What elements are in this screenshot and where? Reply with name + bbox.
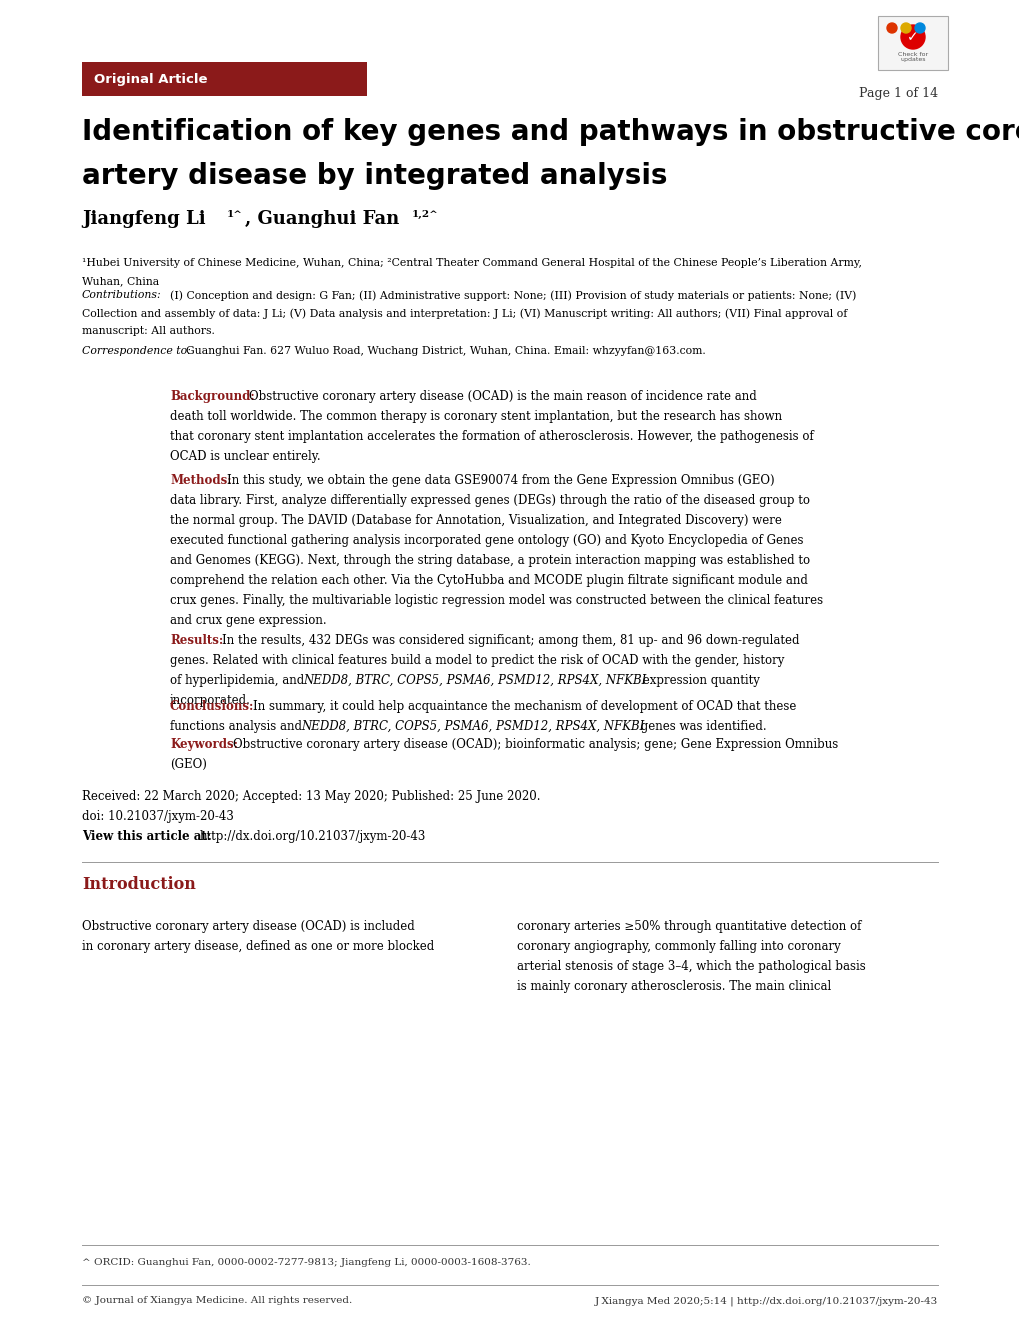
FancyBboxPatch shape [877,16,947,70]
Text: executed functional gathering analysis incorporated gene ontology (GO) and Kyoto: executed functional gathering analysis i… [170,534,803,548]
Text: expression quantity: expression quantity [638,674,759,687]
Text: Guanghui Fan. 627 Wuluo Road, Wuchang District, Wuhan, China. Email: whzyyfan@16: Guanghui Fan. 627 Wuluo Road, Wuchang Di… [185,346,705,355]
Text: in coronary artery disease, defined as one or more blocked: in coronary artery disease, defined as o… [82,940,434,953]
Text: that coronary stent implantation accelerates the formation of atherosclerosis. H: that coronary stent implantation acceler… [170,430,813,443]
Text: incorporated.: incorporated. [170,693,251,707]
Text: , Guanghui Fan: , Guanghui Fan [245,210,398,228]
Text: functions analysis and: functions analysis and [170,720,306,733]
Bar [82,62,367,95]
Text: artery disease by integrated analysis: artery disease by integrated analysis [82,162,666,190]
Text: manuscript: All authors.: manuscript: All authors. [82,326,215,335]
Text: View this article at:: View this article at: [82,830,215,843]
Text: In the results, 432 DEGs was considered significant; among them, 81 up- and 96 d: In the results, 432 DEGs was considered … [222,634,799,647]
Text: 1,2^: 1,2^ [412,210,438,219]
Text: and crux gene expression.: and crux gene expression. [170,614,326,627]
Text: of hyperlipidemia, and: of hyperlipidemia, and [170,674,308,687]
Text: ✓: ✓ [906,30,918,44]
Text: J Xiangya Med 2020;5:14 | http://dx.doi.org/10.21037/jxym-20-43: J Xiangya Med 2020;5:14 | http://dx.doi.… [594,1296,937,1306]
Text: is mainly coronary atherosclerosis. The main clinical: is mainly coronary atherosclerosis. The … [517,980,830,993]
Text: and Genomes (KEGG). Next, through the string database, a protein interaction map: and Genomes (KEGG). Next, through the st… [170,554,809,568]
Text: NEDD8, BTRC, COPS5, PSMA6, PSMD12, RPS4X, NFKBI: NEDD8, BTRC, COPS5, PSMA6, PSMD12, RPS4X… [303,674,646,687]
Text: coronary angiography, commonly falling into coronary: coronary angiography, commonly falling i… [517,940,840,953]
Text: Page 1 of 14: Page 1 of 14 [858,86,937,99]
Text: doi: 10.21037/jxym-20-43: doi: 10.21037/jxym-20-43 [82,810,233,823]
Text: Jiangfeng Li: Jiangfeng Li [82,210,206,228]
Text: ^ ORCID: Guanghui Fan, 0000-0002-7277-9813; Jiangfeng Li, 0000-0003-1608-3763.: ^ ORCID: Guanghui Fan, 0000-0002-7277-98… [82,1258,530,1268]
Text: (I) Conception and design: G Fan; (II) Administrative support: None; (III) Provi: (I) Conception and design: G Fan; (II) A… [170,290,856,301]
Text: Contributions:: Contributions: [82,290,161,300]
Text: In this study, we obtain the gene data GSE90074 from the Gene Expression Omnibus: In this study, we obtain the gene data G… [227,473,773,487]
Circle shape [900,23,910,33]
Text: ¹Hubei University of Chinese Medicine, Wuhan, China; ²Central Theater Command Ge: ¹Hubei University of Chinese Medicine, W… [82,259,861,268]
Circle shape [914,23,924,33]
Text: Wuhan, China: Wuhan, China [82,276,159,286]
Text: genes was identified.: genes was identified. [637,720,766,733]
Text: Received: 22 March 2020; Accepted: 13 May 2020; Published: 25 June 2020.: Received: 22 March 2020; Accepted: 13 Ma… [82,790,540,804]
Text: the normal group. The DAVID (Database for Annotation, Visualization, and Integra: the normal group. The DAVID (Database fo… [170,514,782,526]
Text: death toll worldwide. The common therapy is coronary stent implantation, but the: death toll worldwide. The common therapy… [170,410,782,423]
Text: OCAD is unclear entirely.: OCAD is unclear entirely. [170,450,320,463]
Text: © Journal of Xiangya Medicine. All rights reserved.: © Journal of Xiangya Medicine. All right… [82,1296,352,1305]
Circle shape [887,23,896,33]
Text: http://dx.doi.org/10.21037/jxym-20-43: http://dx.doi.org/10.21037/jxym-20-43 [200,830,426,843]
Text: Check for
updates: Check for updates [897,52,927,62]
Text: Original Article: Original Article [94,73,207,85]
Text: NEDD8, BTRC, COPS5, PSMA6, PSMD12, RPS4X, NFKBI: NEDD8, BTRC, COPS5, PSMA6, PSMD12, RPS4X… [301,720,644,733]
Text: arterial stenosis of stage 3–4, which the pathological basis: arterial stenosis of stage 3–4, which th… [517,960,865,973]
Text: Keywords:: Keywords: [170,739,237,751]
Text: Obstructive coronary artery disease (OCAD) is the main reason of incidence rate : Obstructive coronary artery disease (OCA… [249,390,756,403]
Text: In summary, it could help acquaintance the mechanism of development of OCAD that: In summary, it could help acquaintance t… [253,700,796,713]
Text: genes. Related with clinical features build a model to predict the risk of OCAD : genes. Related with clinical features bu… [170,654,784,667]
Text: Collection and assembly of data: J Li; (V) Data analysis and interpretation: J L: Collection and assembly of data: J Li; (… [82,308,847,318]
Text: Introduction: Introduction [82,876,196,892]
Text: comprehend the relation each other. Via the CytoHubba and MCODE plugin filtrate : comprehend the relation each other. Via … [170,574,807,587]
Text: Obstructive coronary artery disease (OCAD) is included: Obstructive coronary artery disease (OCA… [82,920,415,934]
Text: Identification of key genes and pathways in obstructive coronary: Identification of key genes and pathways… [82,118,1019,146]
Text: coronary arteries ≥50% through quantitative detection of: coronary arteries ≥50% through quantitat… [517,920,860,934]
Text: data library. First, analyze differentially expressed genes (DEGs) through the r: data library. First, analyze differentia… [170,495,809,507]
Circle shape [900,25,924,49]
Text: crux genes. Finally, the multivariable logistic regression model was constructed: crux genes. Finally, the multivariable l… [170,594,822,607]
Text: Background:: Background: [170,390,255,403]
Text: Methods:: Methods: [170,473,231,487]
Text: Obstructive coronary artery disease (OCAD); bioinformatic analysis; gene; Gene E: Obstructive coronary artery disease (OCA… [232,739,838,751]
Text: Conclusions:: Conclusions: [170,700,254,713]
Text: Correspondence to:: Correspondence to: [82,346,191,355]
Text: Results:: Results: [170,634,223,647]
Text: 1^: 1^ [227,210,243,219]
Text: (GEO): (GEO) [170,758,207,770]
